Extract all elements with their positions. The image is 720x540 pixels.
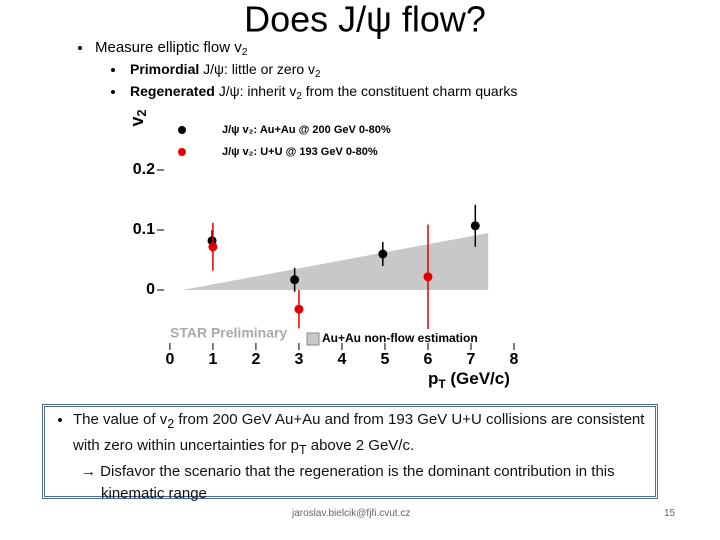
x-tick-label: 4 xyxy=(337,351,346,368)
legend-marker xyxy=(178,148,186,156)
page-number: 15 xyxy=(664,508,676,519)
data-point xyxy=(378,249,388,259)
data-point xyxy=(208,242,218,252)
data-point xyxy=(294,304,304,314)
data-point xyxy=(290,275,300,285)
y-tick-label: 0 xyxy=(146,281,155,298)
non-flow-band xyxy=(182,233,489,290)
x-tick-label: 7 xyxy=(467,351,476,368)
conclusion-text: The value of v2 from 200 GeV Au+Au and f… xyxy=(73,409,651,461)
annotation: STAR Preliminary xyxy=(170,325,287,341)
bullet-text: Regenerated J/ψ: inherit v2 from the con… xyxy=(130,83,517,102)
legend-label: J/ψ v₂: U+U @ 193 GeV 0-80% xyxy=(222,146,378,158)
y-axis-label: v2 xyxy=(127,109,150,126)
bullet-text: Primordial J/ψ: little or zero v2 xyxy=(130,61,321,80)
implication: → Disfavor the scenario that the regener… xyxy=(81,463,615,502)
y-tick-label: 0.1 xyxy=(133,221,155,238)
conclusion-box: The value of v2 from 200 GeV Au+Au and f… xyxy=(42,404,658,502)
legend-marker xyxy=(306,332,320,346)
bullet xyxy=(78,46,82,50)
x-tick-label: 2 xyxy=(251,351,260,368)
x-tick-label: 3 xyxy=(294,351,303,368)
footer-email: jaroslav.bielcik@fjfi.cvut.cz xyxy=(292,508,411,519)
bullet xyxy=(111,90,115,94)
bullet-text: Measure elliptic flow v2 xyxy=(95,39,248,58)
x-tick-label: 0 xyxy=(165,351,174,368)
legend-marker xyxy=(178,126,186,134)
x-axis-label: pT (GeV/c) xyxy=(428,369,510,391)
x-tick-label: 8 xyxy=(510,351,519,368)
data-point xyxy=(470,221,480,231)
y-tick-label: 0.2 xyxy=(133,161,155,178)
conclusion: The value of v2 from 200 GeV Au+Au and f… xyxy=(49,409,651,461)
legend-label: J/ψ v₂: Au+Au @ 200 GeV 0-80% xyxy=(222,124,391,136)
x-tick-label: 6 xyxy=(424,351,433,368)
slide-title: Does J/ψ flow? xyxy=(244,0,486,40)
data-point xyxy=(423,272,433,282)
bullet xyxy=(111,68,115,72)
legend-label: Au+Au non-flow estimation xyxy=(322,331,478,345)
x-tick-label: 5 xyxy=(381,351,390,368)
x-tick-label: 1 xyxy=(208,351,217,368)
